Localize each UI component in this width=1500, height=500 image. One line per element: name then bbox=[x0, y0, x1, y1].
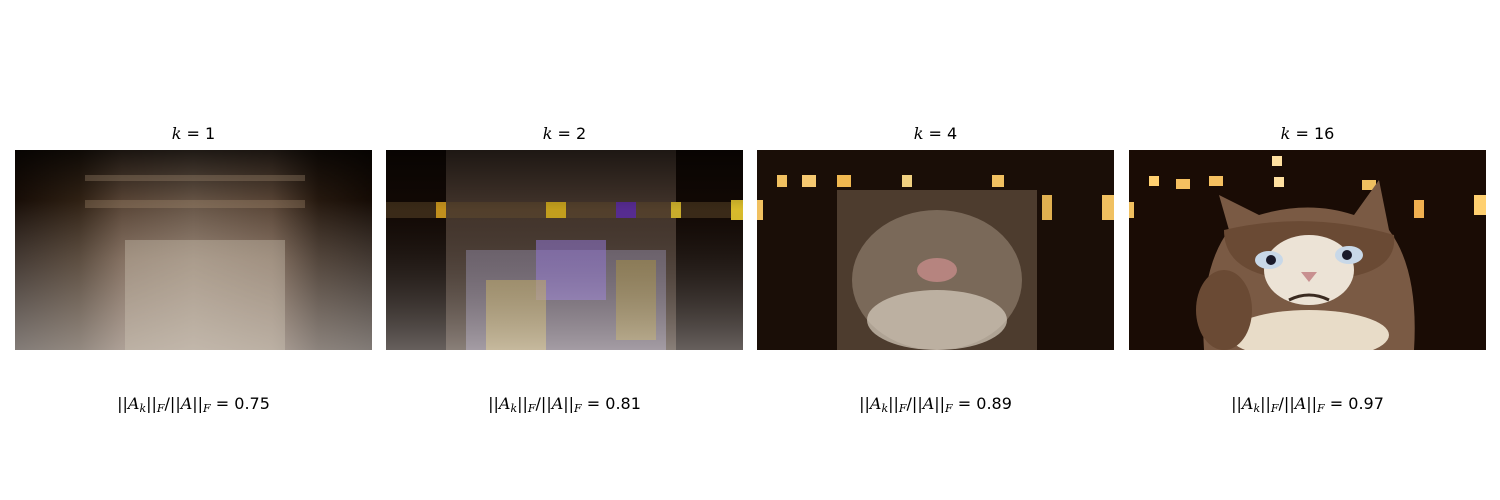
ratio-value: 0.89 bbox=[976, 394, 1012, 413]
title-var: k bbox=[171, 124, 182, 143]
title-var: k bbox=[542, 124, 553, 143]
panel-title: k = 16 bbox=[1129, 124, 1486, 144]
ratio-value: 0.97 bbox=[1348, 394, 1384, 413]
ratio-value: 0.81 bbox=[605, 394, 641, 413]
title-k-value: 1 bbox=[205, 124, 216, 143]
panel-title: k = 1 bbox=[15, 124, 372, 144]
ratio-value: 0.75 bbox=[234, 394, 270, 413]
panel-k4: k = 4 ||Ak||F/||A||F = 0.89 bbox=[757, 0, 1114, 500]
title-eq: = bbox=[1290, 124, 1314, 143]
reconstruction-image bbox=[386, 150, 743, 350]
title-var: k bbox=[1280, 124, 1291, 143]
title-eq: = bbox=[552, 124, 577, 143]
panel-title: k = 4 bbox=[757, 124, 1114, 144]
title-eq: = bbox=[923, 124, 948, 143]
title-eq: = bbox=[181, 124, 206, 143]
title-k-value: 4 bbox=[947, 124, 958, 143]
reconstruction-image bbox=[1129, 150, 1486, 350]
frobenius-ratio-caption: ||Ak||F/||A||F = 0.75 bbox=[117, 394, 270, 415]
title-k-value: 2 bbox=[576, 124, 587, 143]
reconstruction-image bbox=[757, 150, 1114, 350]
frobenius-ratio-caption: ||Ak||F/||A||F = 0.97 bbox=[1231, 394, 1384, 415]
frobenius-ratio-caption: ||Ak||F/||A||F = 0.81 bbox=[488, 394, 641, 415]
panel-k16: k = 16 ||Ak||F/||A||F = 0.97 bbox=[1129, 0, 1486, 500]
title-k-value: 16 bbox=[1313, 124, 1335, 143]
panel-k1: k = 1 ||Ak||F/||A||F = bbox=[15, 0, 372, 500]
reconstruction-image bbox=[15, 150, 372, 350]
title-var: k bbox=[913, 124, 924, 143]
panel-title: k = 2 bbox=[386, 124, 743, 144]
panel-k2: k = 2 ||Ak||F/||A||F = 0.81 bbox=[386, 0, 743, 500]
frobenius-ratio-caption: ||Ak||F/||A||F = 0.89 bbox=[859, 394, 1012, 415]
